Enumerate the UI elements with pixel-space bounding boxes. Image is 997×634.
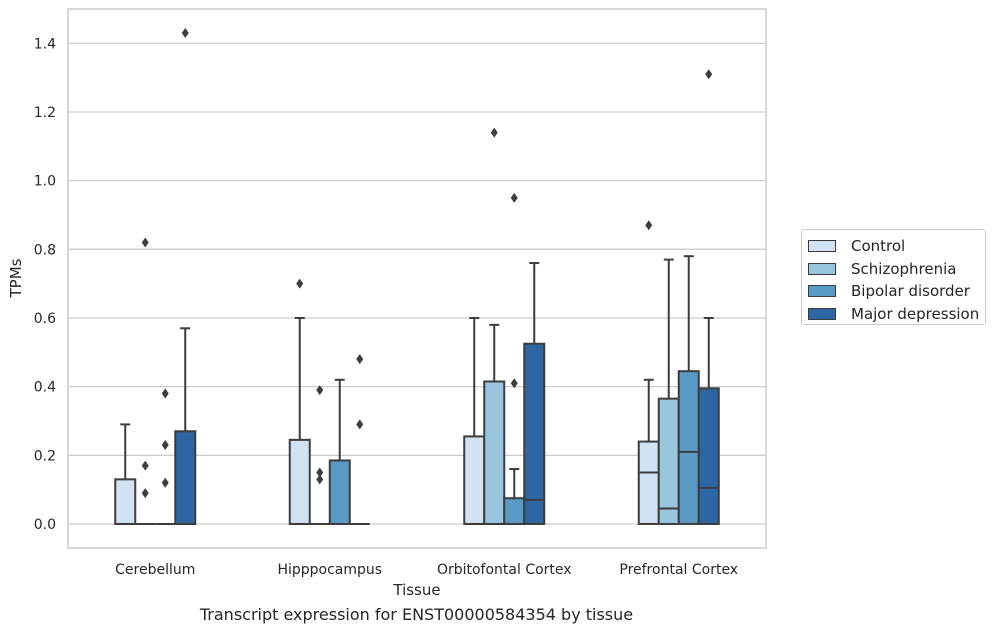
box-iqr: [657, 397, 680, 525]
outlier-point: [510, 378, 518, 389]
y-tick-label: 1.2: [34, 105, 56, 121]
outlier-point: [510, 192, 518, 203]
legend-item: Control: [808, 235, 985, 258]
y-tick-label: 0.4: [34, 380, 56, 396]
box-iqr: [483, 380, 506, 525]
legend-swatch: [808, 262, 836, 275]
box-iqr: [114, 478, 137, 525]
box-2-3: [677, 255, 700, 525]
y-axis-label: TPMs: [7, 258, 25, 298]
outlier-point: [356, 354, 364, 365]
box-iqr: [677, 370, 700, 525]
box-iqr: [463, 435, 486, 525]
y-tick-label: 1.0: [34, 174, 56, 190]
box-iqr: [288, 438, 311, 525]
x-tick-label: Cerebellum: [115, 562, 195, 578]
outlier-point: [645, 220, 653, 231]
x-axis-label: Tissue: [392, 581, 440, 599]
x-tick-label: Hipppocampus: [277, 562, 382, 578]
x-tick-label: Orbitofontal Cortex: [437, 562, 572, 578]
box-0-0: [114, 423, 137, 525]
outlier-point: [141, 460, 149, 471]
legend-label: Schizophrenia: [851, 259, 957, 278]
box-3-3: [697, 69, 720, 525]
box-2-1: [328, 378, 351, 525]
x-axis-ticks: Cerebellum Hipppocampus Orbitofontal Corte…: [115, 562, 738, 578]
legend-label: Control: [851, 237, 906, 256]
outlier-point: [316, 474, 324, 485]
outlier-point: [356, 419, 364, 430]
box-1-1: [309, 385, 330, 525]
outlier-point: [296, 278, 304, 289]
box-iqr: [697, 387, 720, 525]
outlier-point: [141, 237, 149, 248]
outlier-point: [181, 28, 189, 39]
outlier-point: [316, 467, 324, 478]
box-iqr: [503, 497, 526, 525]
y-tick-label: 0.6: [34, 311, 56, 327]
boxes: [114, 28, 720, 525]
outlier-point: [316, 385, 324, 396]
box-iqr: [328, 459, 351, 525]
box-2-2: [503, 192, 526, 525]
outlier-point: [705, 69, 713, 80]
legend-swatch: [808, 307, 836, 320]
x-tick-label: Prefrontal Cortex: [619, 562, 738, 578]
box-iqr: [637, 440, 660, 525]
y-tick-label: 1.4: [34, 36, 56, 52]
box-iqr: [523, 342, 546, 525]
y-tick-label: 0.2: [34, 448, 56, 464]
box-1-0: [135, 237, 156, 525]
outlier-point: [490, 127, 498, 138]
y-tick-label: 0.8: [34, 242, 56, 258]
legend-item: Major depression: [808, 303, 985, 326]
box-3-2: [523, 262, 546, 525]
y-tick-label: 0.0: [34, 517, 56, 533]
box-iqr: [174, 430, 197, 525]
legend: Control Schizophrenia Bipolar disorder Majo…: [801, 229, 986, 325]
y-axis-ticks: 0.0 0.2 0.4 0.6 0.8 1.0 1.2 1.4: [34, 36, 56, 533]
legend-item: Bipolar disorder: [808, 280, 985, 303]
plot-area-frame: [67, 8, 767, 549]
box-0-3: [637, 220, 660, 525]
box-0-1: [288, 278, 311, 525]
outlier-point: [161, 440, 169, 451]
outlier-point: [161, 477, 169, 488]
box-1-2: [483, 127, 506, 525]
legend-item: Schizophrenia: [808, 258, 985, 281]
legend-swatch: [808, 240, 836, 253]
box-3-0: [174, 28, 197, 525]
legend-label: Major depression: [851, 304, 980, 323]
outlier-point: [161, 388, 169, 399]
box-0-2: [463, 316, 486, 525]
outlier-point: [141, 488, 149, 499]
box-1-3: [657, 258, 680, 525]
box-3-1: [349, 354, 370, 525]
figure-caption: Transcript expression for ENST0000058435…: [199, 605, 634, 624]
legend-label: Bipolar disorder: [851, 282, 970, 301]
box-2-0: [155, 388, 176, 525]
legend-swatch: [808, 285, 836, 298]
